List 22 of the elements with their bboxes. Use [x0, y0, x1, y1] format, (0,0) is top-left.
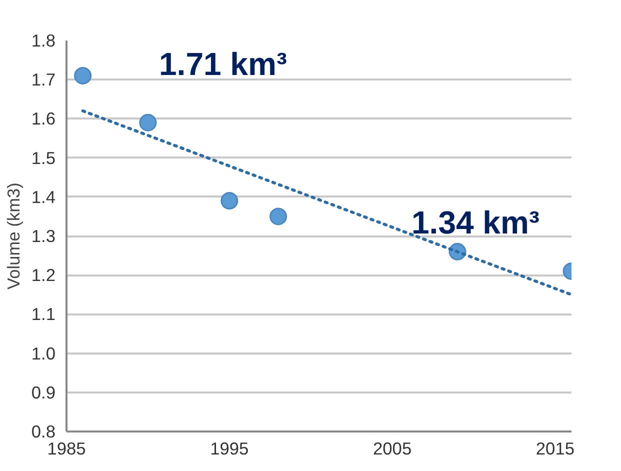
x-tick-label: 2005: [373, 438, 412, 458]
point: [220, 192, 238, 210]
y-tick-label: 1.0: [31, 343, 56, 364]
y-tick-label: 1.1: [31, 304, 56, 324]
y-tick-label: 1.6: [31, 108, 56, 129]
y-axis-title: Volume (km3): [3, 182, 24, 290]
y-tick-label: 0.8: [31, 422, 56, 442]
annotation: 1.34 km³: [412, 204, 540, 240]
y-tick-label: 1.3: [31, 226, 56, 246]
x-tick-label: 1995: [210, 438, 249, 458]
y-tick-label: 0.9: [31, 382, 56, 402]
point: [270, 208, 288, 226]
x-tick-label: 1985: [47, 438, 86, 458]
annotation: 1.71 km³: [159, 46, 288, 82]
y-tick-label: 1.8: [31, 30, 56, 50]
y-tick-label: 1.5: [31, 148, 56, 168]
y-tick-label: 1.2: [31, 265, 56, 286]
x-tick-label: 2015: [536, 438, 574, 458]
point: [139, 114, 157, 132]
point: [74, 66, 92, 84]
y-tick-label: 1.4: [31, 186, 56, 207]
y-tick-label: 1.7: [31, 70, 56, 90]
